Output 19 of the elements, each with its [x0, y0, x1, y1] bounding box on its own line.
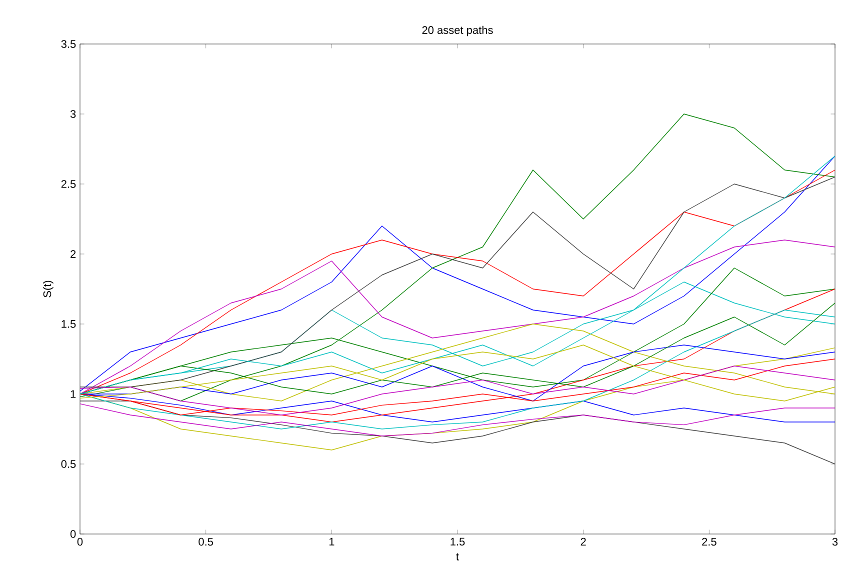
- x-tick-label: 0: [77, 538, 83, 546]
- x-tick-label: 1.5: [450, 538, 465, 546]
- y-tick-label: 2: [70, 250, 76, 258]
- y-tick-label: 0: [70, 530, 76, 538]
- y-tick-label: 0.5: [61, 460, 76, 468]
- x-tick-label: 0.5: [198, 538, 214, 546]
- line-series: [80, 403, 836, 436]
- y-tick-label: 3: [70, 110, 76, 118]
- x-tick-label: 3: [832, 538, 838, 546]
- x-tick-label: 2.5: [702, 538, 716, 546]
- y-tick-label: 1: [70, 390, 76, 398]
- y-tick-label: 1.5: [62, 320, 76, 328]
- x-tick-label: 1: [329, 538, 334, 546]
- y-tick-label: 2.5: [61, 180, 76, 188]
- x-axis-title: t: [456, 553, 459, 560]
- x-tick-label: 2: [580, 538, 586, 546]
- y-tick-label: 3.5: [61, 40, 76, 48]
- y-axis-title: S(t): [43, 280, 54, 298]
- chart-title: 20 asset paths: [422, 26, 493, 36]
